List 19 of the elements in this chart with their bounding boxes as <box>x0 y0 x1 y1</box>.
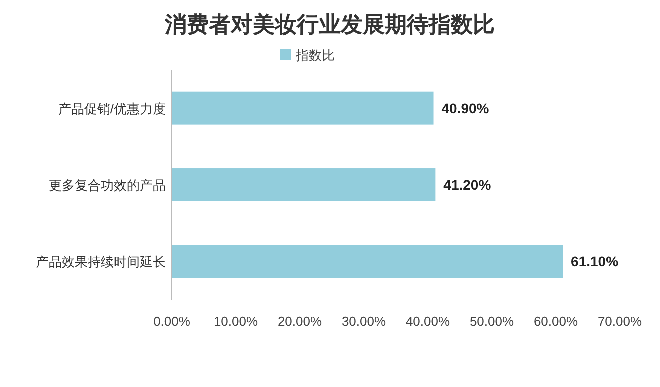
data-label: 41.20% <box>444 177 492 193</box>
x-tick-label: 40.00% <box>406 314 450 329</box>
y-tick-label: 产品效果持续时间延长 <box>36 254 166 270</box>
bar <box>172 92 434 125</box>
chart-title: 消费者对美妆行业发展期待指数比 <box>164 12 495 37</box>
x-tick-label: 30.00% <box>342 314 386 329</box>
y-tick-label: 更多复合功效的产品 <box>49 178 166 193</box>
y-tick-label: 产品促销/优惠力度 <box>58 101 166 116</box>
legend-label: 指数比 <box>295 48 335 63</box>
x-tick-label: 70.00% <box>598 314 642 329</box>
x-tick-label: 0.00% <box>154 314 191 329</box>
bar <box>172 245 564 278</box>
x-tick-label: 60.00% <box>534 314 578 329</box>
x-tick-label: 20.00% <box>278 314 322 329</box>
data-label: 40.90% <box>442 100 490 116</box>
bar <box>172 168 436 202</box>
x-tick-label: 10.00% <box>214 314 258 329</box>
data-label: 61.10% <box>571 254 620 270</box>
x-tick-label: 50.00% <box>470 314 514 329</box>
